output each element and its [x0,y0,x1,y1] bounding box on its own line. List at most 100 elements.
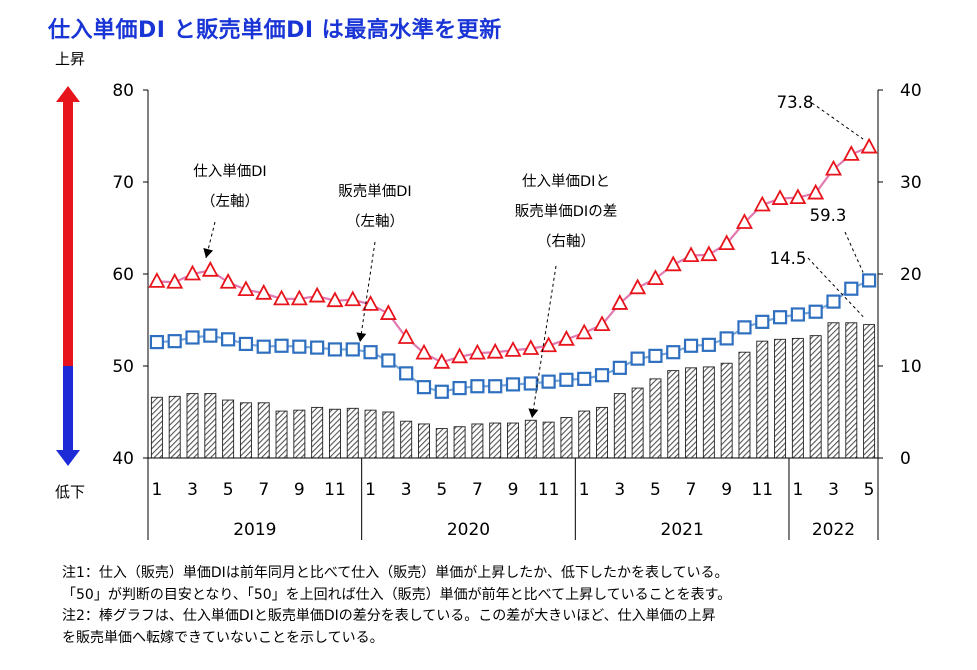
bar-diff [685,367,698,459]
left-tick-label: 60 [112,265,134,285]
x-tick-label: 5 [650,480,661,500]
purchase-price-di-point [700,245,718,262]
purchase-price-di-point [184,264,202,281]
footnotes: 注1：仕入（販売）単価DIは前年同月と比べて仕入（販売）単価が上昇したか、低下し… [62,563,731,649]
callout-arrowhead [356,332,367,342]
bar-diff [667,370,680,459]
purchase-price-di-point [842,145,860,161]
bar-diff [613,393,626,459]
sales-price-di-point [808,304,823,319]
x-tick-label: 3 [187,480,198,500]
sales-price-di-point [701,337,716,352]
purchase-price-di-point [379,304,397,320]
bar-diff [275,410,288,459]
end-value-leader [807,257,864,317]
bar-diff [364,409,377,459]
purchase-price-di-point [664,255,682,272]
bar-diff [809,335,822,459]
callout-text: （右軸） [537,233,595,250]
sales-price-di-point [345,342,360,357]
purchase-price-di-point [166,272,184,289]
left-tick-label: 50 [112,357,134,377]
left-tick-label: 80 [112,81,134,101]
bar-diff [418,423,430,459]
note-line-4: を販売単価へ転嫁できていないことを示している。 [62,629,384,646]
bar-diff [863,324,876,459]
callout-leader [359,241,376,343]
bar-diff [489,422,502,459]
bar-diff [720,362,733,459]
x-tick-label: 3 [614,480,625,500]
bar-diff [346,407,359,459]
bar-diff [400,420,413,459]
bar-diff [845,322,858,459]
x-tick-label: 11 [324,480,346,500]
bar-diff [578,410,591,459]
left-tick-label: 40 [112,449,134,469]
x-tick-label: 3 [401,480,412,500]
sales-price-di-point [292,339,307,354]
bar-diff [168,395,181,459]
end-value-label: 14.5 [770,249,807,268]
sales-price-di-point [434,384,449,399]
x-tick-label: 1 [151,480,162,500]
sales-price-di-point [505,377,521,392]
purchase-price-di-point [824,159,842,176]
purchase-price-di-point [646,269,664,286]
right-tick-label: 30 [900,173,922,193]
x-tick-label: 1 [792,480,803,500]
sales-price-di-point [452,380,467,396]
year-label: 2020 [447,520,490,540]
callout-text: 販売単価DI [338,183,411,200]
indicator-up-arrowhead [56,86,80,102]
purchase-price-di-point [148,271,166,288]
sales-price-di-point [755,314,770,329]
bar-diff [222,399,235,459]
sales-price-di-point [541,374,556,389]
indicator-down-bar [63,366,73,452]
sales-price-di-point [310,340,325,355]
purchase-price-di-point [290,289,308,306]
purchase-price-di-point [540,336,558,353]
purchase-price-di-point [219,272,237,289]
purchase-price-di-point [237,280,255,297]
purchase-price-di-point [344,290,362,307]
bar-diff [827,322,840,459]
year-label: 2019 [233,520,276,540]
sales-price-di-point [737,320,752,335]
x-tick-label: 7 [258,480,269,500]
bar-diff [774,338,787,459]
sales-price-di-point [149,334,164,350]
bar-diff [471,423,484,459]
bar-diff [382,411,395,459]
sales-price-di-point [648,348,663,363]
sales-price-di-point [167,334,182,349]
bar-diff [542,421,555,459]
purchase-price-di-point [273,289,291,306]
note-line-3: 注2：棒グラフは、仕入単価DIと販売単価DIの差分を表している。この差が大きいほ… [62,608,716,624]
purchase-price-di-point [522,339,540,355]
x-tick-label: 1 [579,480,590,500]
purchase-price-di-point [504,340,522,357]
bar-diff [524,419,537,459]
sales-price-di-point [256,339,271,354]
sales-price-di-point [523,376,538,391]
sales-price-di-point [719,331,734,346]
indicator-arrow [56,86,80,466]
page-title: 仕入単価DI と販売単価DI は最高水準を更新 [48,18,502,43]
purchase-price-di-point [451,347,469,364]
note-line-1: 注1：仕入（販売）単価DIは前年同月と比べて仕入（販売）単価が上昇したか、低下し… [62,565,729,581]
x-tick-label: 5 [864,480,875,500]
bar-diff [756,340,769,459]
x-tick-label: 3 [828,480,839,500]
sales-price-di-point [221,332,236,347]
callout-arrowhead [203,248,214,258]
sales-price-di-point [327,342,343,357]
x-tick-label: 9 [294,480,305,500]
purchase-price-di-point [255,283,273,300]
purchase-price-di-point [326,291,344,308]
purchase-price-di-point [753,195,771,212]
purchase-price-di-point [629,278,647,295]
purchase-price-di-point [468,343,486,360]
indicator-up-label: 上昇 [55,50,85,68]
